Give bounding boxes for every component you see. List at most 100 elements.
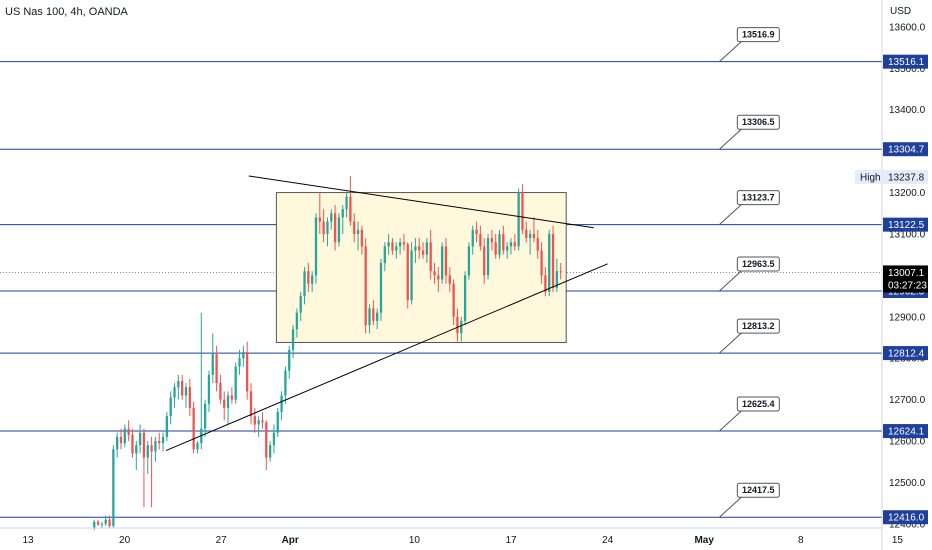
level-price-tag (883, 54, 928, 69)
price-axis-tags: 13516.113304.713122.512962.312812.412624… (855, 54, 928, 525)
candle-body (311, 275, 314, 284)
level-price-tag (883, 424, 928, 439)
candle-body (486, 238, 490, 276)
trendlines (165, 175, 608, 452)
candle-body (513, 242, 516, 247)
callout-pointer (719, 270, 742, 292)
callout-pointer (719, 41, 742, 63)
callout-pointer (719, 204, 742, 226)
candle-body (276, 412, 279, 433)
candle-body (295, 312, 299, 330)
level-price-tag (883, 142, 928, 157)
candle-body (536, 238, 539, 251)
candle-body (161, 436, 165, 444)
candle-body (410, 250, 413, 301)
candle-body (521, 192, 524, 230)
candle-body (356, 229, 360, 234)
candle-body (177, 380, 180, 388)
level-price-tag (883, 346, 928, 361)
trendline-ascending (165, 263, 608, 452)
x-tick-label: 8 (798, 535, 804, 546)
candle-body (540, 250, 543, 276)
candle-body (383, 246, 386, 263)
candle-body (280, 395, 283, 413)
candle-body (372, 308, 375, 321)
candle-body (398, 242, 402, 247)
x-tick-label: 27 (216, 535, 228, 546)
candle-body (291, 329, 295, 350)
candle-body (368, 308, 371, 326)
countdown-timer: 03:27:23 (888, 280, 927, 291)
candle-body (154, 441, 157, 452)
callout-box (736, 114, 780, 130)
candle-body (483, 246, 486, 276)
callout-label: 12417.5 (742, 485, 775, 495)
candle-body (460, 320, 463, 334)
candle-body (272, 432, 276, 446)
candle-body (421, 250, 425, 255)
callout-box (736, 482, 780, 498)
level-price-tag-text: 13516.1 (888, 57, 925, 68)
candle-body (387, 242, 390, 247)
candle-body (376, 312, 379, 321)
candle-body (116, 436, 119, 450)
candle-body (215, 354, 218, 384)
candle-body (322, 221, 325, 234)
candle-body (196, 443, 199, 450)
candle-body (551, 233, 555, 288)
candle-body (138, 432, 142, 446)
candle-body (257, 420, 260, 425)
x-tick-label: 17 (505, 535, 517, 546)
candle-body (414, 246, 417, 251)
y-tick-label: 12400.0 (889, 519, 926, 530)
candle-body (219, 383, 222, 400)
candle-body (494, 242, 497, 255)
candle-body (525, 229, 528, 239)
x-tick-label: Apr (282, 535, 299, 546)
x-tick-label: 15 (892, 535, 904, 546)
candle-body (142, 432, 146, 458)
candle-body (93, 521, 96, 528)
candle-body (364, 246, 367, 326)
candle-body (307, 271, 310, 284)
candle-body (234, 366, 237, 400)
candle-body (165, 416, 169, 437)
level-price-tag-text: 13122.5 (888, 220, 925, 231)
level-price-tag-text: 12812.4 (888, 349, 925, 360)
level-price-tag-text: 12624.1 (888, 427, 925, 438)
candle-body (96, 521, 100, 525)
candle-body (192, 407, 195, 450)
candle-body (127, 428, 130, 435)
candle-body (402, 242, 406, 245)
candle-body (528, 233, 532, 239)
candle-body (544, 275, 547, 292)
callout-pointer (719, 410, 742, 432)
candle-body (391, 242, 394, 251)
candle-body (467, 246, 471, 276)
candle-body (471, 229, 474, 247)
candle-body (406, 244, 409, 301)
y-tick-label: 13500.0 (889, 64, 926, 75)
candle-body (532, 233, 536, 239)
x-tick-label: May (694, 535, 714, 546)
candle-body (131, 434, 134, 454)
callout-pointer (719, 496, 742, 518)
callout-box (736, 190, 780, 206)
candle-body (226, 395, 230, 408)
y-tick-label: 13600.0 (889, 22, 926, 33)
time-axis[interactable]: 13 20 27 Apr 10 17 24 May 8 15 (22, 535, 903, 546)
current-price-tag (883, 265, 928, 293)
callout-box (736, 396, 780, 412)
callout-label: 13123.7 (742, 193, 775, 203)
candle-body (429, 242, 432, 272)
callout-label: 12625.4 (742, 399, 775, 409)
candle-body (379, 262, 383, 313)
y-tick-label: 13400.0 (889, 105, 926, 116)
candle-body (184, 387, 188, 396)
candle-body (330, 213, 333, 222)
candle-body (479, 233, 482, 247)
x-tick-label: 10 (409, 535, 421, 546)
candle-body (265, 422, 268, 458)
candle-body (207, 374, 211, 404)
